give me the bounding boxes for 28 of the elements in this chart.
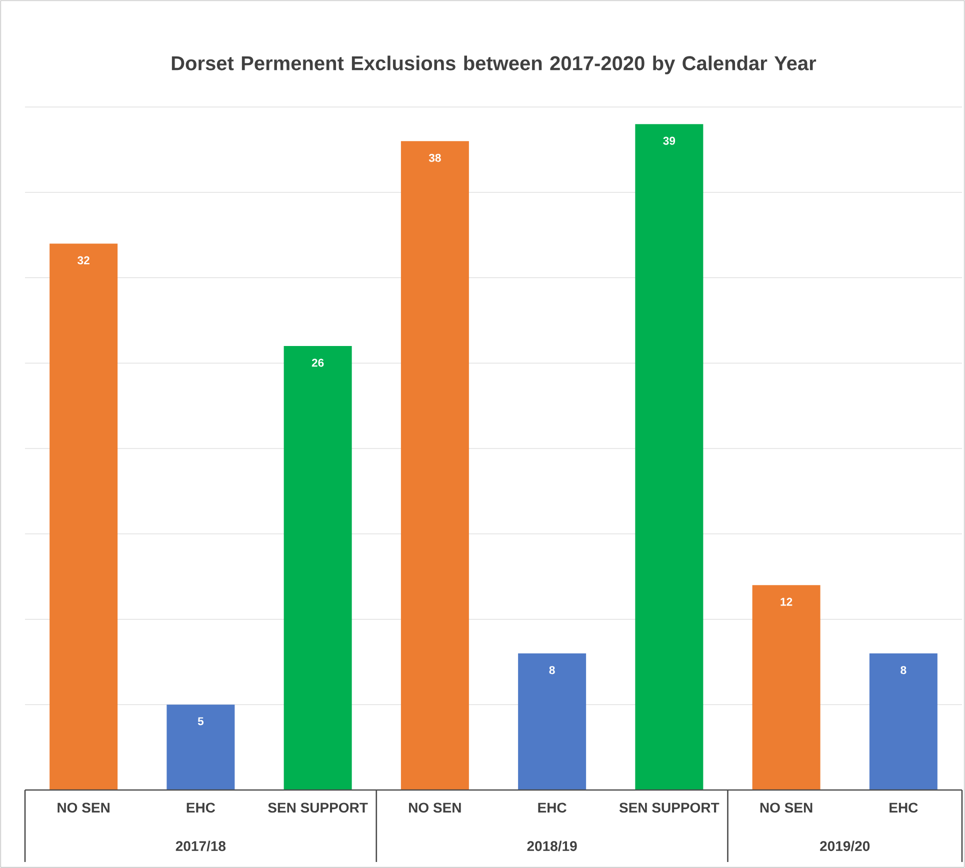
data-label: 32 — [78, 256, 90, 264]
bar — [166, 704, 235, 790]
bar — [50, 244, 118, 790]
data-label: 12 — [780, 598, 792, 606]
data-label: 39 — [663, 136, 676, 145]
data-label: 8 — [549, 666, 555, 674]
bar — [284, 346, 352, 790]
data-label: 38 — [428, 154, 441, 162]
x-tick-label: NO SEN — [58, 802, 110, 813]
text: 2019/20 — [820, 840, 870, 852]
x-tick-label: SEN SUPPORT — [619, 802, 720, 813]
bar — [869, 653, 938, 790]
chart-title: Dorset Permenent Exclusions between 2017-2020 by Calendar Year — [172, 56, 816, 74]
x-tick-label: EHC — [186, 802, 216, 813]
bar — [752, 585, 820, 790]
x-tick-label: EHC — [890, 802, 918, 813]
x-tick-label: NO SEN — [760, 802, 812, 813]
text: 2018/19 — [527, 840, 577, 852]
bar — [635, 124, 704, 790]
x-tick-label: NO SEN — [409, 802, 461, 813]
text: 2017/18 — [176, 840, 226, 852]
bar — [518, 653, 586, 790]
bar — [400, 141, 469, 790]
data-label: 8 — [900, 666, 906, 674]
x-tick-label: SEN SUPPORT — [268, 802, 368, 813]
x-tick-label: EHC — [538, 802, 566, 813]
data-label: 5 — [198, 717, 204, 726]
data-label: 26 — [312, 358, 324, 367]
